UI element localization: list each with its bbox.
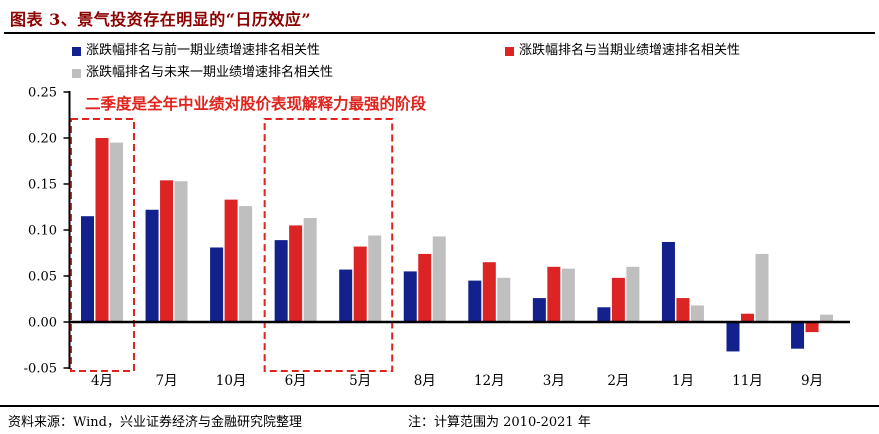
x-tick-label: 3月: [543, 373, 565, 389]
legend-label-next-period: 涨跌幅排名与未来一期业绩增速排名相关性: [86, 65, 334, 80]
bar: [820, 314, 834, 322]
figure-title: 图表 3、景气投资存在明显的“日历效应”: [10, 10, 312, 29]
x-tick-label: 6月: [285, 373, 307, 389]
bar: [532, 298, 546, 322]
bar: [368, 235, 382, 322]
x-tick-label: 8月: [414, 373, 436, 389]
bar: [661, 241, 675, 322]
x-tick-label: 9月: [801, 373, 823, 389]
bar: [403, 271, 417, 322]
bar: [224, 199, 238, 322]
bar: [805, 322, 819, 333]
bar: [160, 180, 174, 322]
bar: [353, 246, 367, 322]
legend-swatch-gray: [72, 68, 81, 78]
bar: [145, 209, 159, 322]
bar: [547, 266, 561, 322]
x-tick-label: 7月: [156, 373, 178, 389]
x-tick-label: 4月: [91, 373, 113, 389]
bar: [174, 181, 188, 322]
bar: [497, 277, 511, 322]
x-tick-label: 5月: [349, 373, 371, 389]
y-tick-label: 0.25: [28, 86, 57, 101]
bar: [676, 298, 690, 322]
bar-chart: 0.25 0.20 0.15 0.10 0.05 0.00 -0.05 4月 7月 10月 6月 5月…: [24, 86, 850, 389]
bar: [110, 142, 123, 322]
bar: [339, 269, 353, 322]
bar: [482, 262, 496, 322]
highlight-box: [70, 118, 135, 372]
bar: [81, 216, 94, 322]
footer-note: 注：计算范围为 2010-2021 年: [408, 415, 591, 430]
annotation-text: 二季度是全年中业绩对股价表现解释力最强的阶段: [85, 94, 427, 113]
bar: [741, 313, 754, 322]
y-tick-label: 0.20: [28, 132, 57, 147]
x-tick-label: 10月: [216, 373, 247, 389]
bar: [791, 322, 805, 349]
bar: [468, 280, 482, 322]
bar: [561, 268, 575, 322]
bar: [210, 247, 224, 322]
x-tick-label: 2月: [607, 373, 629, 389]
highlight-box: [263, 118, 394, 372]
x-tick-label: 11月: [732, 373, 763, 389]
footer-source: 资料来源：Wind，兴业证券经济与金融研究院整理: [8, 415, 302, 430]
bar: [755, 253, 769, 322]
x-tick-label: 1月: [672, 373, 694, 389]
bar: [726, 322, 740, 352]
y-tick-label: -0.05: [24, 362, 57, 377]
bar: [611, 277, 625, 322]
footer-divider: [0, 405, 879, 407]
y-tick-label: 0.15: [28, 178, 57, 193]
bar: [303, 218, 317, 322]
bar: [597, 307, 611, 322]
x-tick-label: 12月: [474, 373, 505, 389]
title-divider: [4, 32, 875, 34]
bar: [95, 138, 109, 322]
legend-label-current-period: 涨跌幅排名与当期业绩增速排名相关性: [519, 43, 741, 58]
legend-item-current-period: 涨跌幅排名与当期业绩增速排名相关性: [505, 44, 740, 58]
legend-swatch-red: [505, 46, 514, 56]
bar: [418, 253, 432, 322]
bar: [239, 206, 253, 322]
legend-label-prev-period: 涨跌幅排名与前一期业绩增速排名相关性: [86, 43, 321, 58]
y-tick-label: 0.10: [28, 224, 57, 239]
bar: [274, 240, 288, 322]
bar: [432, 236, 446, 322]
legend-swatch-blue: [72, 46, 81, 56]
bar: [626, 266, 640, 322]
bar: [289, 225, 303, 322]
y-tick-label: 0.00: [28, 316, 57, 331]
bar: [690, 305, 704, 322]
legend-item-next-period: 涨跌幅排名与未来一期业绩增速排名相关性: [72, 66, 333, 80]
legend-item-prev-period: 涨跌幅排名与前一期业绩增速排名相关性: [72, 44, 320, 58]
y-tick-label: 0.05: [28, 270, 57, 285]
